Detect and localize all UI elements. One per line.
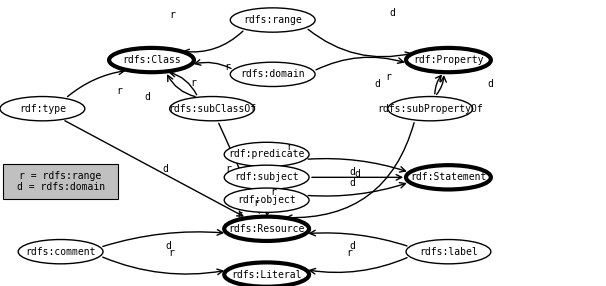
Text: d: d [349,241,355,251]
FancyBboxPatch shape [3,164,118,199]
Text: rdf:Statement: rdf:Statement [410,172,487,182]
Text: d: d [374,78,380,88]
Ellipse shape [230,62,315,87]
Text: rdfs:range: rdfs:range [244,15,302,25]
Text: d: d [165,241,171,251]
Ellipse shape [224,142,309,166]
Ellipse shape [224,217,309,241]
Text: rdfs:subClassOf: rdfs:subClassOf [168,104,256,114]
Ellipse shape [224,263,309,286]
Ellipse shape [0,96,85,121]
Text: rdf:type: rdf:type [19,104,66,114]
Ellipse shape [224,188,309,212]
Ellipse shape [109,48,194,72]
Ellipse shape [224,165,309,189]
Text: r = rdfs:range
d = rdfs:domain: r = rdfs:range d = rdfs:domain [16,171,105,192]
Text: d: d [349,167,355,177]
Ellipse shape [406,240,491,264]
Text: rdf:predicate: rdf:predicate [228,150,305,159]
Text: d: d [349,178,355,188]
Text: rdfs:label: rdfs:label [419,247,478,257]
Ellipse shape [230,8,315,32]
Text: d: d [390,8,396,18]
Ellipse shape [406,48,491,72]
Ellipse shape [18,240,103,264]
Text: d: d [355,169,361,178]
Text: r: r [225,164,231,174]
Text: r: r [190,78,196,88]
Text: rdfs:Literal: rdfs:Literal [231,270,302,279]
Ellipse shape [388,96,473,121]
Text: r: r [116,86,122,96]
Text: r: r [385,72,391,82]
Text: r: r [253,198,259,208]
Text: d: d [162,164,168,174]
Text: r: r [168,248,174,258]
Ellipse shape [170,96,255,121]
Text: rdfs:comment: rdfs:comment [25,247,96,257]
Text: rdf:subject: rdf:subject [235,172,299,182]
Text: r: r [286,142,292,152]
Text: rdfs:domain: rdfs:domain [241,69,305,79]
Text: r: r [225,61,230,72]
Text: rdf:object: rdf:object [238,195,296,205]
Ellipse shape [406,165,491,189]
Text: d: d [487,79,493,89]
Text: rdfs:Class: rdfs:Class [122,55,181,65]
Text: rdf:Property: rdf:Property [413,55,484,65]
Text: r: r [236,210,242,219]
Text: rdfs:subPropertyOf: rdfs:subPropertyOf [378,104,483,114]
Text: d: d [144,92,150,102]
Text: r: r [270,187,276,196]
Text: r: r [347,248,352,258]
Text: rdfs:Resource: rdfs:Resource [228,224,305,234]
Text: r: r [170,10,176,20]
